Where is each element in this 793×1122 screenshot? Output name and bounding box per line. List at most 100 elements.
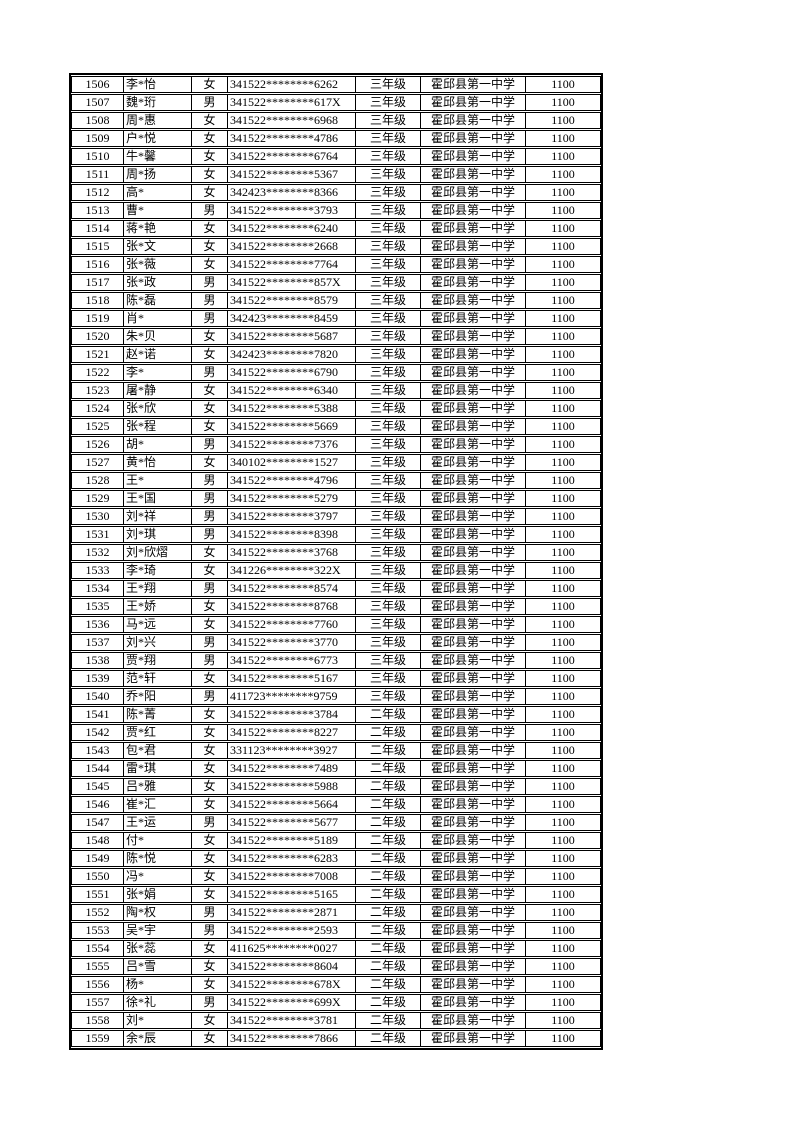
table-row: 1530 刘*祥男 341522********3797 三年级 霍邱县第一中学 1100 xyxy=(71,508,601,525)
grade-cell: 二年级 xyxy=(356,976,421,993)
table-row: 1518 陈*磊男 341522********8579 三年级 霍邱县第一中学 1100 xyxy=(71,292,601,309)
gender-cell: 女 xyxy=(192,184,228,201)
gender-cell: 女 xyxy=(192,148,228,165)
amount-cell: 1100 xyxy=(526,832,601,849)
grade-cell: 三年级 xyxy=(356,454,421,471)
grade-cell: 三年级 xyxy=(356,94,421,111)
school-name-cell: 霍邱县第一中学 xyxy=(421,454,526,471)
school-name-cell: 霍邱县第一中学 xyxy=(421,94,526,111)
table-row: 1513 曹* 男 341522********3793 三年级 霍邱县第一中学 1100 xyxy=(71,202,601,219)
school-name-cell: 霍邱县第一中学 xyxy=(421,922,526,939)
id-number-cell: 341522********4786 xyxy=(228,130,356,147)
table-row: 1536 马*远女 341522********7760 三年级 霍邱县第一中学 1100 xyxy=(71,616,601,633)
id-number-cell: 341522********8768 xyxy=(228,598,356,615)
student-name-cell: 张*文 xyxy=(124,238,192,255)
school-name-cell: 霍邱县第一中学 xyxy=(421,418,526,435)
amount-cell: 1100 xyxy=(526,778,601,795)
student-name-cell: 陶*权 xyxy=(124,904,192,921)
serial-number-cell: 1523 xyxy=(71,382,124,399)
gender-cell: 女 xyxy=(192,796,228,813)
student-name-cell: 刘*兴 xyxy=(124,634,192,651)
student-name-cell: 张*程 xyxy=(124,418,192,435)
grade-cell: 二年级 xyxy=(356,796,421,813)
school-name-cell: 霍邱县第一中学 xyxy=(421,220,526,237)
gender-cell: 女 xyxy=(192,742,228,759)
serial-number-cell: 1509 xyxy=(71,130,124,147)
grade-cell: 三年级 xyxy=(356,76,421,93)
school-name-cell: 霍邱县第一中学 xyxy=(421,238,526,255)
school-name-cell: 霍邱县第一中学 xyxy=(421,292,526,309)
student-name-cell: 朱*贝 xyxy=(124,328,192,345)
student-name-cell: 刘*祥 xyxy=(124,508,192,525)
grade-cell: 二年级 xyxy=(356,1030,421,1047)
student-name-cell: 贾*红 xyxy=(124,724,192,741)
student-name-cell: 张*薇 xyxy=(124,256,192,273)
gender-cell: 女 xyxy=(192,220,228,237)
gender-cell: 男 xyxy=(192,310,228,327)
table-row: 1517 张*政男 341522********857X 三年级 霍邱县第一中学 1100 xyxy=(71,274,601,291)
grade-cell: 二年级 xyxy=(356,850,421,867)
gender-cell: 女 xyxy=(192,940,228,957)
serial-number-cell: 1508 xyxy=(71,112,124,129)
amount-cell: 1100 xyxy=(526,400,601,417)
id-number-cell: 341522********6773 xyxy=(228,652,356,669)
student-name-cell: 周*扬 xyxy=(124,166,192,183)
id-number-cell: 341522********7760 xyxy=(228,616,356,633)
school-name-cell: 霍邱县第一中学 xyxy=(421,310,526,327)
table-row: 1545 吕*雅女 341522********5988 二年级 霍邱县第一中学 1100 xyxy=(71,778,601,795)
amount-cell: 1100 xyxy=(526,418,601,435)
grade-cell: 二年级 xyxy=(356,724,421,741)
student-name-cell: 范*轩 xyxy=(124,670,192,687)
student-name-cell: 徐*礼 xyxy=(124,994,192,1011)
gender-cell: 女 xyxy=(192,328,228,345)
id-number-cell: 411625********0027 xyxy=(228,940,356,957)
amount-cell: 1100 xyxy=(526,436,601,453)
amount-cell: 1100 xyxy=(526,598,601,615)
id-number-cell: 341522********6764 xyxy=(228,148,356,165)
id-number-cell: 341522********3781 xyxy=(228,1012,356,1029)
id-number-cell: 341522********617X xyxy=(228,94,356,111)
table-row: 1527 黄*怡女 340102********1527 三年级 霍邱县第一中学 1100 xyxy=(71,454,601,471)
grade-cell: 二年级 xyxy=(356,922,421,939)
student-name-cell: 刘*琪 xyxy=(124,526,192,543)
id-number-cell: 342423********7820 xyxy=(228,346,356,363)
gender-cell: 男 xyxy=(192,508,228,525)
amount-cell: 1100 xyxy=(526,634,601,651)
table-row: 1558 刘* 女 341522********3781 二年级 霍邱县第一中学 1100 xyxy=(71,1012,601,1029)
grade-cell: 三年级 xyxy=(356,292,421,309)
gender-cell: 男 xyxy=(192,994,228,1011)
student-name-cell: 陈*悦 xyxy=(124,850,192,867)
gender-cell: 女 xyxy=(192,166,228,183)
serial-number-cell: 1527 xyxy=(71,454,124,471)
grade-cell: 三年级 xyxy=(356,148,421,165)
id-number-cell: 411723********9759 xyxy=(228,688,356,705)
amount-cell: 1100 xyxy=(526,346,601,363)
id-number-cell: 341522********7866 xyxy=(228,1030,356,1047)
school-name-cell: 霍邱县第一中学 xyxy=(421,796,526,813)
grade-cell: 二年级 xyxy=(356,742,421,759)
grade-cell: 三年级 xyxy=(356,616,421,633)
amount-cell: 1100 xyxy=(526,454,601,471)
amount-cell: 1100 xyxy=(526,1012,601,1029)
grade-cell: 三年级 xyxy=(356,598,421,615)
gender-cell: 男 xyxy=(192,364,228,381)
grade-cell: 三年级 xyxy=(356,238,421,255)
grade-cell: 三年级 xyxy=(356,670,421,687)
amount-cell: 1100 xyxy=(526,958,601,975)
serial-number-cell: 1551 xyxy=(71,886,124,903)
table-row: 1512 高* 女 342423********8366 三年级 霍邱县第一中学 1100 xyxy=(71,184,601,201)
serial-number-cell: 1515 xyxy=(71,238,124,255)
table-row: 1524 张*欣女 341522********5388 三年级 霍邱县第一中学 1100 xyxy=(71,400,601,417)
serial-number-cell: 1559 xyxy=(71,1030,124,1047)
id-number-cell: 342423********8459 xyxy=(228,310,356,327)
amount-cell: 1100 xyxy=(526,760,601,777)
grade-cell: 三年级 xyxy=(356,688,421,705)
id-number-cell: 341522********857X xyxy=(228,274,356,291)
id-number-cell: 341522********5189 xyxy=(228,832,356,849)
serial-number-cell: 1537 xyxy=(71,634,124,651)
serial-number-cell: 1532 xyxy=(71,544,124,561)
serial-number-cell: 1540 xyxy=(71,688,124,705)
amount-cell: 1100 xyxy=(526,904,601,921)
amount-cell: 1100 xyxy=(526,976,601,993)
school-name-cell: 霍邱县第一中学 xyxy=(421,274,526,291)
